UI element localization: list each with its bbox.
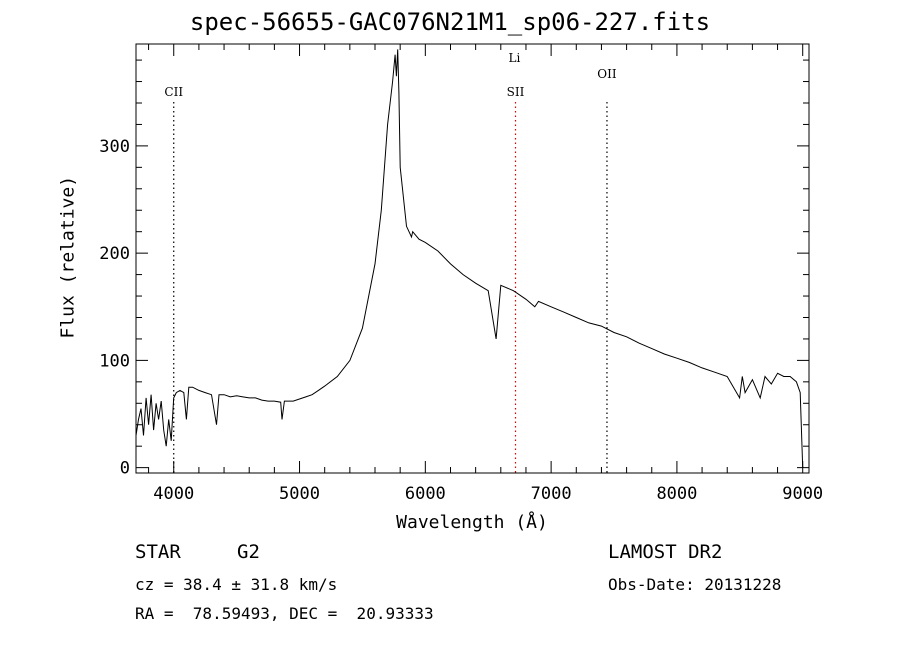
x-tick-label: 5000 bbox=[279, 484, 320, 504]
spectrum-line bbox=[135, 49, 804, 468]
y-tick-label: 300 bbox=[99, 137, 130, 157]
plot-frame bbox=[135, 43, 810, 474]
x-tick-label: 6000 bbox=[405, 484, 446, 504]
object-class: STAR bbox=[135, 541, 181, 563]
y-tick-label: 200 bbox=[99, 244, 130, 264]
feature-label-cii: CII bbox=[164, 85, 183, 99]
redshift-info: cz = 38.4 ± 31.8 km/s bbox=[135, 575, 338, 594]
x-axis-label: Wavelength (Å) bbox=[396, 511, 548, 533]
y-axis-label: Flux (relative) bbox=[57, 175, 79, 339]
x-tick-label: 8000 bbox=[656, 484, 697, 504]
survey-label: LAMOST DR2 bbox=[608, 541, 723, 563]
chart-title: spec-56655-GAC076N21M1_sp06-227.fits bbox=[189, 8, 711, 36]
x-tick-label: 9000 bbox=[782, 484, 823, 504]
x-tick-label: 7000 bbox=[531, 484, 572, 504]
feature-label-sii: SII bbox=[507, 85, 525, 99]
observation-date: Obs-Date: 20131228 bbox=[608, 575, 782, 594]
y-tick-label: 100 bbox=[99, 351, 130, 371]
feature-lines: CII SII Li OII bbox=[164, 51, 617, 473]
y-tick-label: 0 bbox=[120, 459, 130, 479]
feature-label-li: Li bbox=[508, 51, 520, 65]
x-tick-label: 4000 bbox=[153, 484, 194, 504]
feature-label-oii: OII bbox=[597, 67, 617, 81]
object-subclass: G2 bbox=[237, 541, 260, 563]
coordinates-info: RA = 78.59493, DEC = 20.93333 bbox=[135, 604, 434, 623]
axis-ticks: 4000 5000 6000 7000 8000 9000 0 100 200 300 bbox=[99, 44, 823, 504]
